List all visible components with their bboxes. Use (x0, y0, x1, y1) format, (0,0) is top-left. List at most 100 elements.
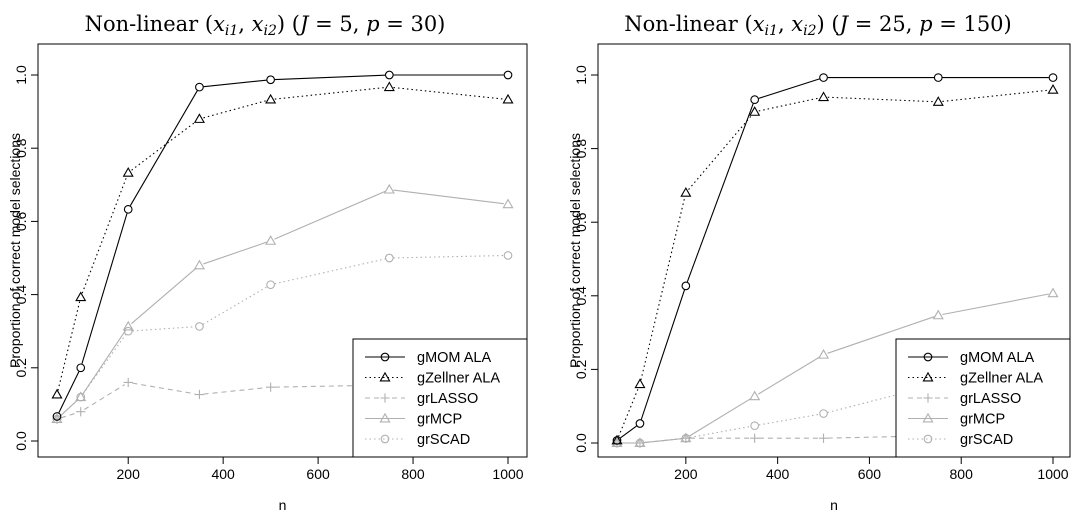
x-tick-label: 600 (858, 466, 882, 482)
data-point (265, 235, 277, 245)
data-point (266, 75, 275, 85)
series-line-segment (131, 267, 197, 325)
series-line-segment (393, 189, 504, 205)
data-point (819, 73, 828, 82)
data-point (52, 414, 62, 424)
y-tick-label: 0.0 (573, 433, 589, 453)
legend-label: grMCP (960, 412, 1005, 428)
series-line-segment (688, 114, 753, 190)
series-line-segment (393, 86, 504, 100)
series-line-segment (129, 90, 198, 206)
series-line-segment (131, 121, 197, 171)
series-line-segment (274, 74, 386, 81)
data-point (817, 91, 830, 102)
data-point (265, 93, 277, 104)
series-line-segment (644, 438, 682, 444)
x-tick-label: 600 (306, 466, 330, 482)
data-point (933, 73, 943, 82)
data-point (503, 70, 513, 80)
y-tick-label: 0.6 (573, 212, 589, 232)
data-point (123, 204, 133, 214)
legend-marker (380, 393, 390, 403)
data-point (634, 378, 646, 389)
data-point (749, 106, 761, 116)
legend-label: gMOM ALA (960, 350, 1034, 366)
y-tick-label: 1.0 (573, 65, 589, 85)
series-line-segment (82, 329, 127, 394)
series-line-segment (640, 196, 686, 381)
data-point (750, 433, 760, 443)
plot-frame (37, 43, 528, 458)
data-point (503, 251, 513, 260)
data-point (195, 322, 204, 331)
x-tick-label: 400 (211, 466, 235, 482)
series-line-segment (942, 89, 1049, 102)
series-line-segment (203, 100, 267, 119)
data-point (76, 392, 86, 402)
data-point (819, 409, 828, 418)
y-tick-label: 0.2 (13, 358, 29, 378)
data-point (383, 81, 395, 92)
series-grscad (52, 251, 513, 424)
data-point (750, 95, 760, 105)
series-line-segment (203, 387, 267, 395)
series-line-segment (393, 254, 504, 259)
series-line-segment (202, 286, 268, 325)
y-tick-label: 0.8 (13, 138, 29, 158)
data-point (194, 389, 205, 400)
series-line-segment (59, 399, 79, 417)
data-point (611, 434, 623, 445)
legend-label: gZellner ALA (417, 371, 500, 387)
series-line-segment (827, 96, 935, 103)
data-point (817, 348, 830, 359)
x-axis-label: n (279, 497, 287, 513)
legend-label: grSCAD (960, 432, 1013, 448)
legend-label: grLASSO (417, 391, 478, 407)
data-point (122, 167, 134, 177)
data-point (122, 320, 134, 331)
series-line-segment (203, 79, 267, 88)
data-point (932, 96, 944, 106)
data-point (76, 407, 86, 417)
data-point (384, 253, 394, 263)
data-point (750, 421, 760, 431)
series-line-segment (82, 334, 127, 394)
data-point (384, 70, 394, 80)
data-point (1047, 287, 1059, 298)
x-tick-label: 1000 (1037, 466, 1068, 482)
chart-title: Non-linear (xi1, xi2) (J = 25, p = 150) (624, 12, 1012, 39)
legend-marker (923, 352, 933, 362)
x-tick-label: 400 (766, 466, 790, 482)
series-line-segment (274, 190, 386, 240)
y-tick-label: 1.0 (13, 65, 29, 85)
legend: gMOM ALA gZellner ALA grLASSO grMCP grSCAD (895, 338, 1071, 458)
series-line-segment (81, 213, 128, 364)
data-point (266, 382, 276, 392)
series-line-segment (132, 382, 196, 395)
y-tick-label: 0.0 (13, 431, 29, 451)
series-gzellner-ala (51, 81, 514, 399)
series-line-segment (757, 356, 821, 395)
data-point (681, 281, 691, 291)
legend-marker (922, 371, 934, 382)
legend: gMOM ALA gZellner ALA grLASSO grMCP grSCAD (352, 338, 528, 458)
data-point (502, 93, 514, 104)
data-point (749, 390, 761, 401)
data-point (932, 309, 944, 320)
legend-marker (923, 434, 933, 444)
series-line-segment (274, 86, 386, 100)
y-tick-label: 0.4 (573, 286, 589, 306)
x-axis-label: n (830, 497, 838, 513)
series-line-segment (640, 289, 686, 420)
series-line-segment (203, 241, 267, 265)
data-point (266, 280, 275, 290)
data-point (75, 291, 87, 302)
series-gzellner-ala (611, 84, 1059, 445)
data-point (818, 433, 829, 443)
chart-panel-1: Non-linear (xi1, xi2) (J = 5, p = 30) 200… (7, 12, 528, 513)
legend-marker (379, 371, 391, 382)
y-tick-label: 0.8 (573, 139, 589, 159)
data-point (383, 183, 395, 194)
series-line-segment (942, 293, 1049, 316)
data-point (51, 388, 63, 399)
